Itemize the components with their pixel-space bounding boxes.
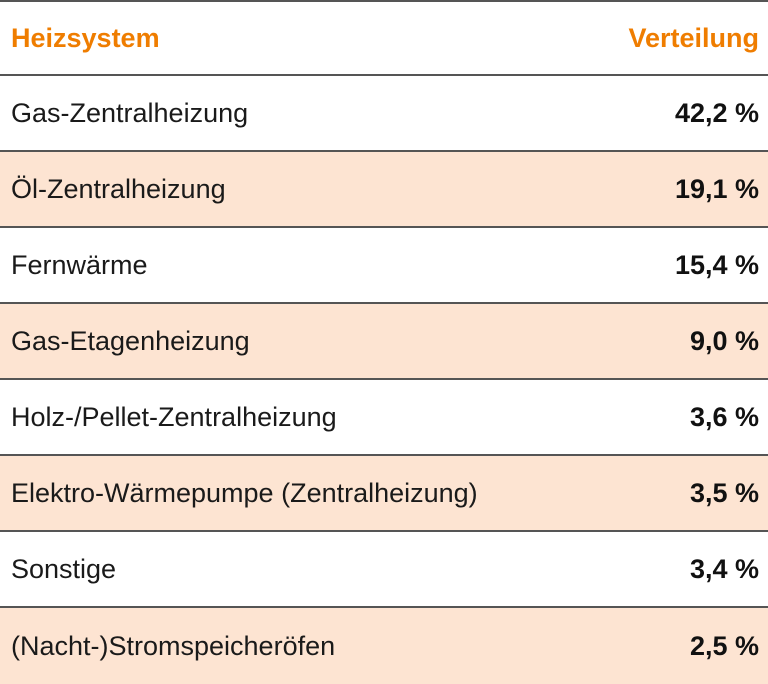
row-label: Sonstige [11,553,117,584]
row-value: 19,1 % [674,173,759,204]
table-header: Heizsystem Verteilung [0,2,768,76]
row-value: 2,5 % [689,630,759,661]
table-row: Gas-Zentralheizung 42,2 % [0,76,768,152]
row-value: 3,5 % [689,477,759,508]
header-heizsystem: Heizsystem [11,22,160,53]
row-label: Gas-Zentralheizung [11,97,249,128]
table-row: Sonstige 3,4 % [0,532,768,608]
row-label: Holz-/Pellet-Zentralheizung [11,401,337,432]
row-value: 9,0 % [689,325,759,356]
table-row: Holz-/Pellet-Zentralheizung 3,6 % [0,380,768,456]
table-row: Öl-Zentralheizung 19,1 % [0,152,768,228]
row-value: 15,4 % [674,249,759,280]
row-value: 42,2 % [674,97,759,128]
row-label: Elektro-Wärmepumpe (Zentralheizung) [11,477,478,508]
row-label: Fernwärme [11,249,148,280]
row-label: (Nacht-)Stromspeicheröfen [11,630,336,661]
row-value: 3,4 % [689,553,759,584]
table-row: (Nacht-)Stromspeicheröfen 2,5 % [0,608,768,684]
table-row: Elektro-Wärmepumpe (Zentralheizung) 3,5 … [0,456,768,532]
row-label: Gas-Etagenheizung [11,325,250,356]
row-value: 3,6 % [689,401,759,432]
header-verteilung: Verteilung [628,22,759,53]
row-label: Öl-Zentralheizung [11,173,226,204]
table-row: Fernwärme 15,4 % [0,228,768,304]
table-row: Gas-Etagenheizung 9,0 % [0,304,768,380]
